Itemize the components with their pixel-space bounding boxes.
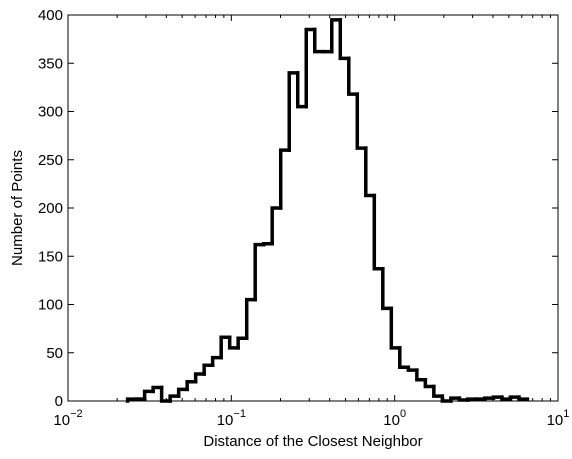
y-tick-label: 350 bbox=[38, 55, 63, 72]
y-tick-label: 150 bbox=[38, 248, 63, 265]
histogram-bin bbox=[151, 385, 164, 394]
histogram-bin bbox=[389, 306, 402, 350]
histogram-bin bbox=[270, 206, 283, 246]
histogram-bin bbox=[491, 395, 504, 400]
histogram-bin bbox=[364, 146, 377, 198]
histogram-bin bbox=[423, 378, 436, 389]
x-tick-label: 100 bbox=[383, 408, 406, 429]
x-tick-base: 10 bbox=[53, 412, 70, 429]
histogram-bin bbox=[466, 397, 479, 402]
histogram-bin bbox=[261, 241, 274, 247]
y-tick-label: 100 bbox=[38, 297, 63, 314]
y-tick-label: 50 bbox=[46, 345, 63, 362]
histogram-bin bbox=[287, 71, 300, 152]
x-tick-base: 10 bbox=[217, 412, 234, 429]
histogram-bin bbox=[312, 27, 326, 54]
plot-frame bbox=[67, 14, 559, 402]
histogram-bin bbox=[398, 346, 411, 369]
histogram-bin bbox=[440, 394, 453, 403]
y-tick-label: 400 bbox=[38, 7, 63, 24]
histogram-bin bbox=[236, 336, 249, 350]
histogram-bin bbox=[278, 148, 291, 210]
histogram-bin bbox=[347, 56, 360, 96]
histogram-bin bbox=[508, 395, 521, 401]
x-axis-label: Distance of the Closest Neighbor bbox=[203, 433, 422, 450]
histogram-bin bbox=[295, 71, 308, 109]
histogram-bin bbox=[304, 27, 317, 109]
histogram-bin bbox=[253, 242, 266, 302]
histogram-bin bbox=[227, 335, 240, 350]
histogram-bin bbox=[125, 397, 138, 403]
histogram-bin bbox=[415, 368, 428, 382]
y-tick-label: 200 bbox=[38, 200, 63, 217]
histogram-bin bbox=[449, 396, 462, 403]
histogram-bin bbox=[159, 385, 172, 403]
x-tick-exponent: 0 bbox=[400, 408, 406, 420]
histogram-bin bbox=[244, 297, 257, 341]
histogram-bin bbox=[338, 18, 351, 61]
x-tick-exponent: −1 bbox=[233, 408, 246, 420]
histogram-bin bbox=[219, 335, 232, 360]
histogram-bin bbox=[381, 267, 394, 311]
histogram-bin bbox=[176, 387, 189, 398]
y-axis-label: Number of Points bbox=[9, 150, 26, 266]
histogram-bin bbox=[210, 355, 223, 368]
y-tick-label: 0 bbox=[55, 393, 63, 410]
histogram-bin bbox=[517, 395, 530, 401]
x-tick-label: 10−2 bbox=[53, 408, 82, 429]
x-tick-base: 10 bbox=[383, 412, 400, 429]
histogram-bin bbox=[202, 363, 215, 376]
histogram-bin bbox=[406, 365, 419, 372]
x-tick-label: 101 bbox=[547, 408, 570, 429]
y-tick-label: 300 bbox=[38, 104, 63, 121]
x-tick-base: 10 bbox=[547, 412, 564, 429]
histogram-bin bbox=[355, 92, 368, 150]
histogram-bin bbox=[185, 379, 198, 392]
x-tick-exponent: −2 bbox=[70, 408, 83, 420]
histogram-bin bbox=[193, 372, 206, 384]
histogram-bin bbox=[500, 395, 513, 401]
histogram-bin bbox=[372, 193, 385, 271]
histogram-bin bbox=[142, 389, 155, 401]
y-tick-label: 250 bbox=[38, 152, 63, 169]
x-tick-label: 10−1 bbox=[217, 408, 246, 429]
histogram-bin bbox=[330, 18, 343, 54]
histogram-bin bbox=[457, 396, 470, 402]
histogram-bin bbox=[483, 396, 496, 401]
x-tick-exponent: 1 bbox=[563, 408, 569, 420]
histogram-bin bbox=[432, 384, 445, 398]
histogram-bin bbox=[168, 394, 181, 403]
